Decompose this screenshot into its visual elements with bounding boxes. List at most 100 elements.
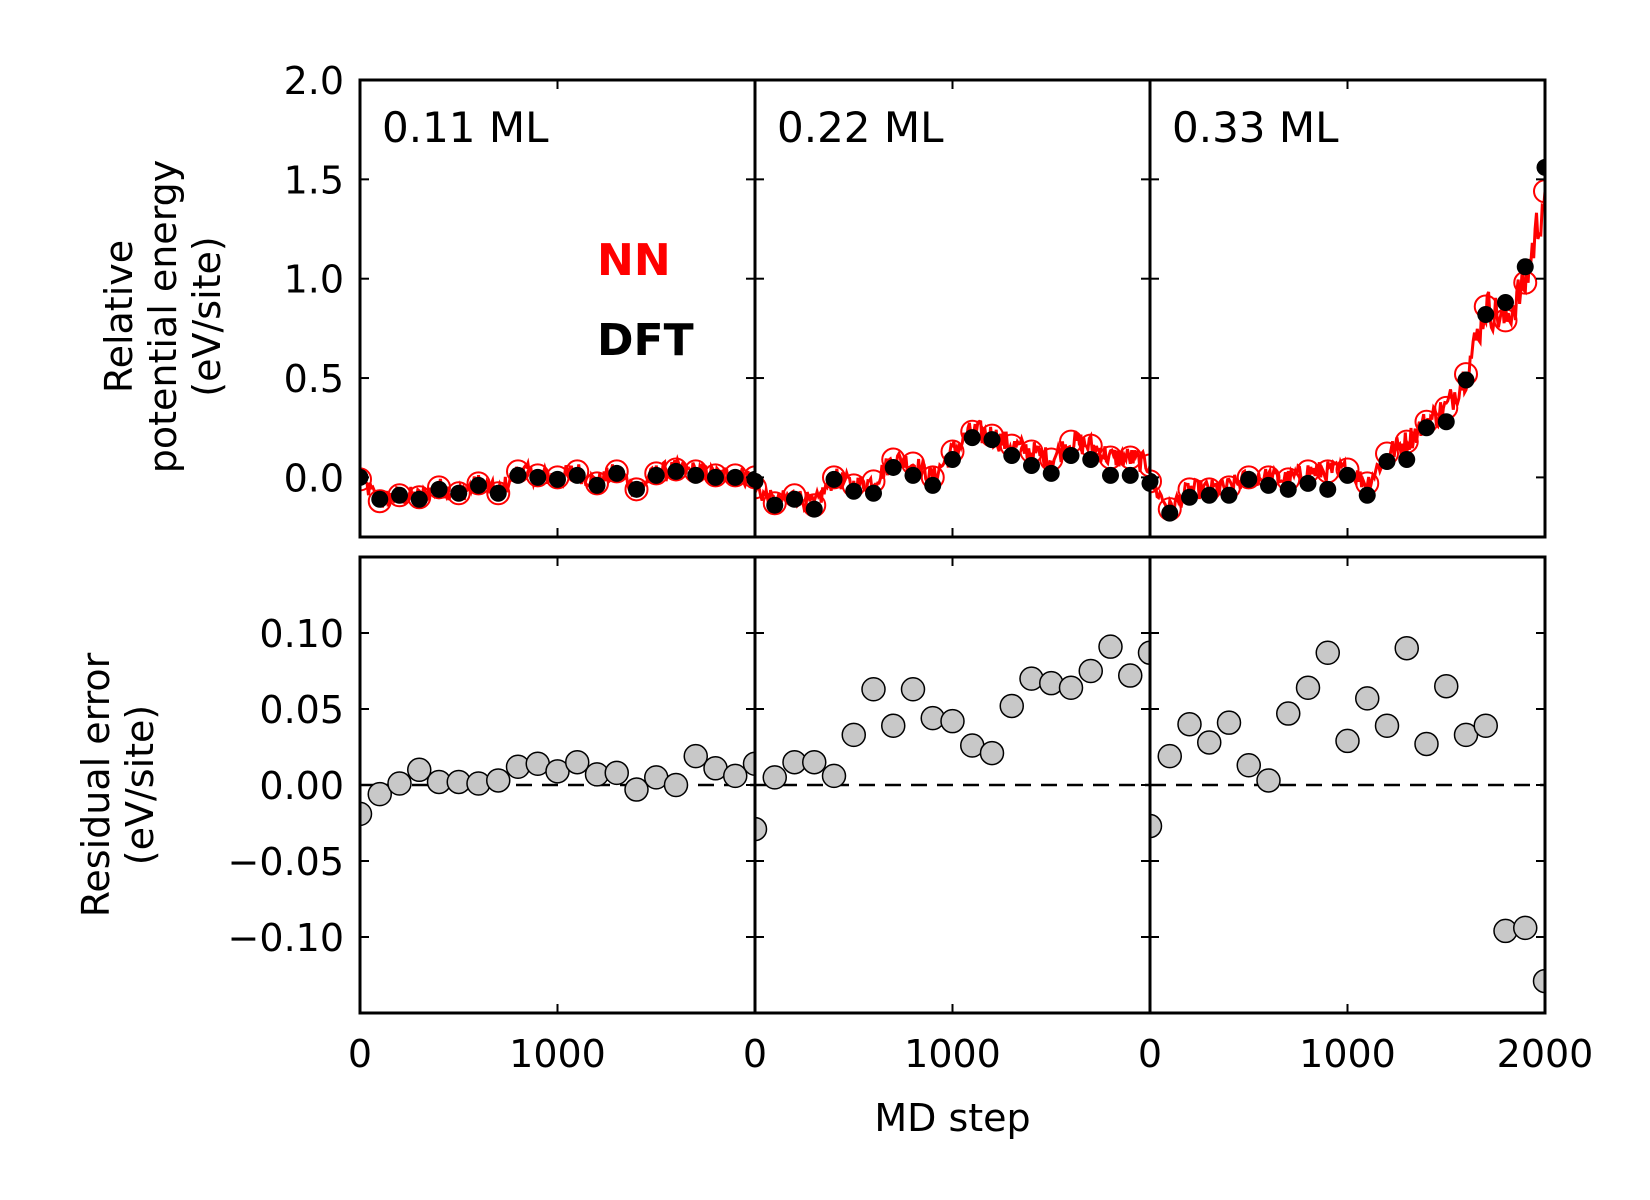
dft-point [1319,480,1337,498]
dft-point [924,476,942,494]
dft-point [628,480,645,498]
nn-point [466,471,491,496]
dft-point [1497,294,1514,312]
dft-point [1358,486,1376,504]
energy-y-axis-title: Relative potential energy (eV/site) [97,160,229,474]
x-tick-label: 1000 [509,1032,606,1076]
nn-trajectory-line [1150,191,1545,518]
residual-point [663,772,689,798]
residual-point [1295,675,1321,700]
dft-point [766,496,784,514]
dft-point [1339,466,1356,484]
y-axis-title-line: (eV/site) [118,705,162,865]
residual-panel-3 [1150,635,1545,994]
nn-point [387,483,412,508]
y-tick-label: 1.0 [284,258,344,302]
residual-point [1532,968,1545,994]
residual-point [1157,743,1182,769]
residual-point [604,760,629,786]
dft-point [786,490,803,508]
x-tick-label: 2000 [1497,1032,1594,1076]
residual-point [940,708,965,734]
panel-coverage-label: 0.11 ML [382,103,549,152]
dft-point [608,464,626,482]
dft-point [1102,466,1119,484]
plot-area [360,158,1545,994]
y-tick-label: −0.05 [228,840,344,884]
dft-point [1536,158,1545,176]
residual-point [881,713,906,738]
y-tick-label: 0.05 [259,688,344,732]
dft-point [1220,486,1238,504]
dft-point [647,466,665,484]
dft-point [944,451,961,469]
dft-point [1477,305,1495,323]
dft-point [1279,480,1297,498]
residual-point [1150,813,1163,839]
nn-point [723,463,748,488]
nn-point [664,457,688,482]
dft-point [1240,470,1258,488]
residual-point [1137,640,1150,666]
dft-point [707,468,724,486]
dft-point [1181,488,1198,506]
y-axis-title-line: Residual error [74,652,118,917]
x-axis-title: MD step [874,1096,1030,1140]
energy-panel-3 [1150,158,1545,522]
dft-point [825,470,843,488]
dft-point [430,480,448,498]
y-tick-label: 2.0 [284,59,344,103]
nn-point [1533,179,1545,204]
residual-point [360,801,373,827]
residual-point [1473,713,1498,738]
legend-dft-label: DFT [597,315,694,366]
dft-point [1516,258,1534,276]
x-tick-label: 0 [1138,1032,1162,1076]
nn-point [360,467,372,492]
residual-point [979,740,1005,766]
residual-point [624,777,649,802]
residual-point [999,693,1024,719]
residual-point [1197,730,1222,755]
residual-point [742,751,755,776]
dft-point [1082,451,1100,469]
dft-point [371,490,389,508]
residual-point [841,722,866,748]
dft-point [1121,466,1139,484]
panel-frames [358,78,1547,1015]
residual-point [1434,673,1459,699]
energy-panel-2 [755,419,1150,518]
dft-point [1398,451,1416,469]
y-tick-label: 0.10 [259,612,344,656]
residual-point [1335,728,1360,754]
nn-point [407,485,432,510]
x-tick-label: 1000 [1299,1032,1396,1076]
dft-point [1023,456,1040,474]
residual-point [1216,710,1242,735]
y-tick-label: 0.00 [259,764,344,808]
residual-point [1453,722,1479,748]
residual-point [1513,915,1538,941]
y-tick-label: 0.0 [284,456,344,500]
y-axis-title-line: (eV/site) [185,236,229,396]
residual-point [683,743,708,769]
dft-point [1200,486,1218,504]
nn-point [446,481,471,506]
nn-trajectory-line [755,419,1150,513]
nn-point [486,481,511,506]
nn-point [525,463,550,488]
dft-point [470,476,487,494]
residual-point [407,757,432,783]
nn-point [644,461,669,486]
residual-point [762,765,787,790]
dft-point [1457,371,1475,389]
dft-point [1437,413,1455,431]
dft-point [667,462,685,480]
energy-panel-1 [360,453,755,514]
y-tick-label: 1.5 [284,158,344,202]
dft-point [1141,474,1150,492]
dft-point [1062,447,1080,465]
residual-point [723,763,748,789]
dft-point [865,484,882,502]
residual-panel-1 [360,743,755,827]
